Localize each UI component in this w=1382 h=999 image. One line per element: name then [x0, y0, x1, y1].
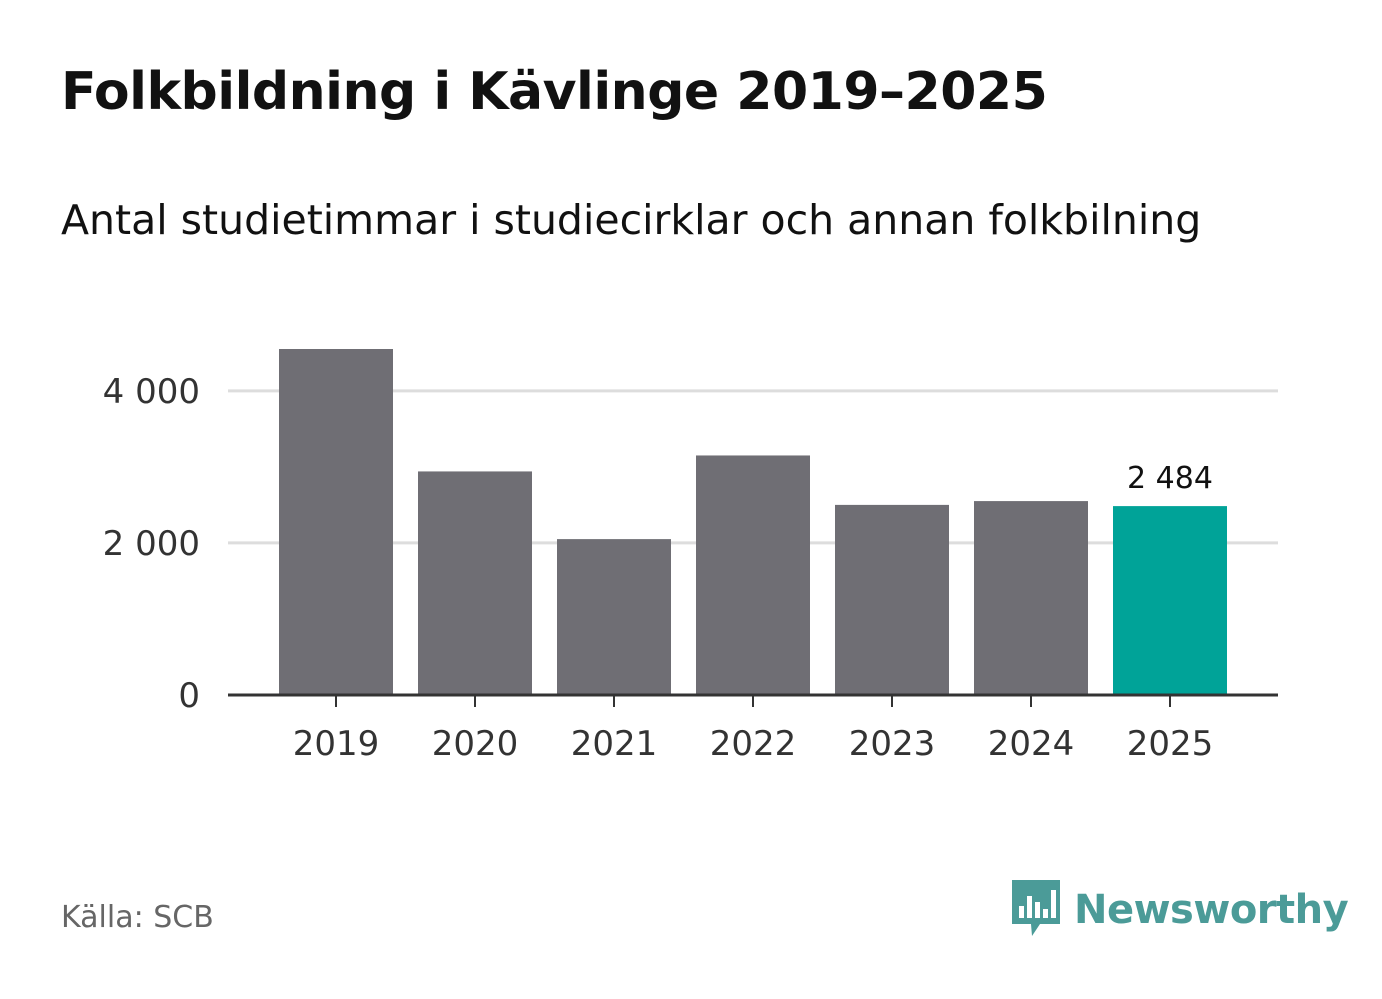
bar-2020[interactable] [418, 471, 532, 695]
x-tick-label: 2024 [988, 724, 1075, 764]
y-tick-label: 2 000 [103, 524, 200, 564]
chart-title: Folkbildning i Kävlinge 2019–2025 [61, 62, 1048, 122]
axes [228, 693, 1278, 707]
bars [279, 349, 1227, 695]
x-tick-label: 2025 [1127, 724, 1214, 764]
bar-2019[interactable] [279, 349, 393, 695]
bar-2022[interactable] [696, 455, 810, 695]
x-tick-label: 2019 [293, 724, 380, 764]
bar-2023[interactable] [835, 504, 949, 695]
labels: 0 2 000 4 000 2019 2020 2021 2022 2023 2024 2025 2… [103, 372, 1214, 764]
y-tick-label: 4 000 [103, 372, 200, 412]
source-note: Källa: SCB [61, 900, 214, 935]
x-tick-label: 2022 [710, 724, 797, 764]
bar-2024[interactable] [974, 501, 1088, 695]
chart-subtitle: Antal studietimmar i studiecirklar och a… [61, 196, 1202, 244]
y-tick-label: 0 [178, 676, 200, 716]
x-tick-label: 2021 [571, 724, 658, 764]
bar-2021[interactable] [557, 539, 671, 695]
x-tick-label: 2020 [432, 724, 519, 764]
bar-2025[interactable] [1113, 506, 1227, 695]
brand-name: Newsworthy [1074, 887, 1349, 933]
data-label: 2 484 [1127, 461, 1213, 496]
brand-logo[interactable]: Newsworthy [1010, 878, 1349, 942]
newsworthy-logo-icon [1010, 878, 1062, 942]
x-tick-label: 2023 [849, 724, 936, 764]
